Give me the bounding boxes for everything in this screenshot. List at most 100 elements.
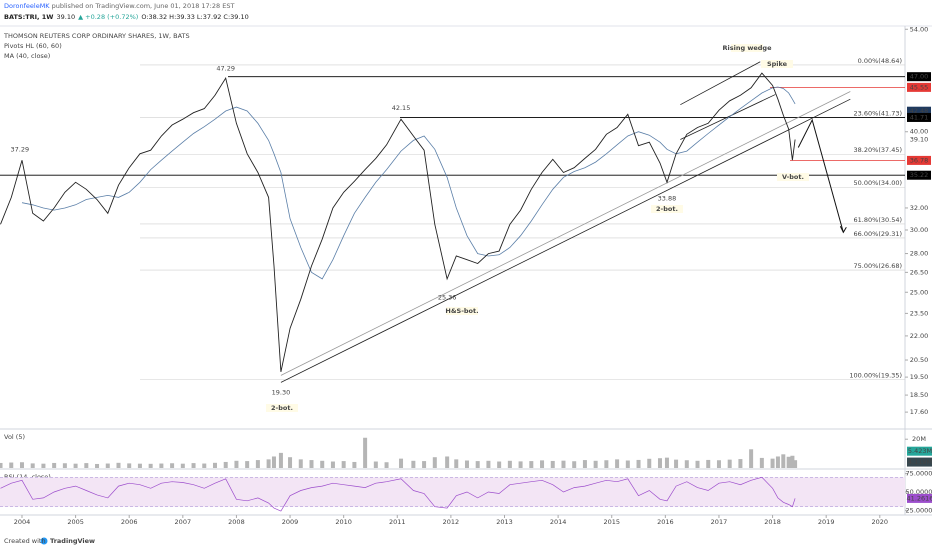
author[interactable]: DoronfeeleMK [4,2,50,10]
annotation-bg [266,404,298,412]
x-tick-label: 2020 [872,518,889,526]
volume-bar [647,458,652,468]
annotation-bg [761,60,793,68]
pane-title: Vol (5) [4,433,25,441]
volume-bar [593,460,598,468]
rsi-line [0,476,796,512]
footer-brand[interactable]: TradingView [50,537,95,545]
pivot-label: 42.15 [392,104,411,112]
volume-bar [399,458,404,468]
fib-label: 38.20%(37.45) [854,146,902,154]
volume-bar [298,459,303,468]
volume-bar [352,461,357,468]
volume-bar [41,463,46,468]
header-line: DoronfeeleMK published on TradingView.com… [4,2,234,10]
volume-bar [330,461,335,468]
volume-bar [657,458,662,468]
volume-bar [159,463,164,468]
trendline [280,91,851,376]
volume-bar [749,449,754,468]
fib-label: 50.00%(34.00) [854,179,902,187]
volume-bar [271,456,276,468]
volume-bar [30,463,35,468]
volume-bar [781,454,786,468]
ohlc: O:38.32 H:39.33 L:37.92 C:39.10 [141,13,248,21]
x-tick-label: 2014 [550,518,567,526]
volume-bar [790,455,795,468]
volume-box [907,446,932,456]
chart-title: THOMSON REUTERS CORP ORDINARY SHARES, 1W… [3,32,190,40]
volume-bar [148,463,153,468]
pivot-label: 19.30 [272,389,291,397]
y-tick-label: 32.00 [910,204,929,212]
volume-bar [625,460,630,468]
volume-bar [770,458,775,468]
volume-bar [497,461,502,468]
last-price: 39.10 [56,13,75,21]
annotation: Spike [767,60,788,68]
x-tick-label: 2013 [496,518,513,526]
price-box [907,170,931,180]
volume-box-label: 5.423M [908,447,932,455]
fib-label: 100.00%(19.35) [849,372,902,380]
volume-bar [309,460,314,468]
price-box-label: 47.00 [910,73,929,81]
price-box [907,135,931,145]
volume-bar [9,462,14,468]
pivot-label: 33.88 [658,194,677,202]
x-tick-label: 2007 [175,518,192,526]
pivot-label: 25.36 [438,293,457,301]
volume-bar [475,461,480,468]
volume-bar [540,460,545,468]
price-box-label: 35.22 [910,171,929,179]
price-box [907,112,931,122]
volume-bar [775,456,780,468]
annotation: 2-bot. [656,205,678,213]
volume-bar [793,460,798,468]
annotation: Rising wedge [722,44,772,52]
price-box-label: 39.10 [910,136,929,144]
volume-bar [212,462,217,468]
volume-bar [786,456,791,468]
volume-bar [695,460,700,468]
volume-bar [615,459,620,468]
volume-bar [664,457,669,468]
volume-bar [454,459,459,468]
volume-bar [636,459,641,468]
x-tick-label: 2018 [764,518,781,526]
symbol: BATS:TRI, 1W [4,13,53,21]
y-tick-label: 26.50 [910,268,929,276]
projection-arrow [797,118,844,233]
pane-title: RSI (14, close) [4,473,51,481]
volume-bar [604,460,609,468]
y-tick-label: 20M [912,435,926,443]
y-tick-label: 50.0000 [906,488,932,496]
volume-bar [716,460,721,468]
volume-bar [572,461,577,468]
volume-bar [116,462,121,468]
volume-bar [320,460,325,468]
fib-label: 0.00%(48.64) [858,57,902,65]
y-tick-label: 18.50 [910,391,929,399]
annotation-bg [651,205,683,213]
volume-bar [384,462,389,468]
annotation-bg [777,173,809,181]
x-tick-label: 2005 [67,518,84,526]
volume-bar [73,463,78,468]
volume-bar [445,456,450,468]
volume-bar [529,461,534,468]
volume-bar [738,459,743,468]
price-box [907,155,931,165]
volume-bar [84,463,89,468]
y-tick-label: 75.0000 [906,470,932,478]
volume-bar [432,457,437,468]
volume-bar [0,462,3,468]
volume-bar [727,459,732,468]
volume-bar [245,461,250,468]
price-box-label: 42.48 [910,107,929,115]
volume-bar [266,459,271,468]
symbol-line: BATS:TRI, 1W 39.10 ▲ +0.28 (+0.72%) O:38.32… [4,13,249,21]
volume-bar [223,461,228,468]
trendline [680,94,776,140]
x-tick-label: 2017 [711,518,728,526]
